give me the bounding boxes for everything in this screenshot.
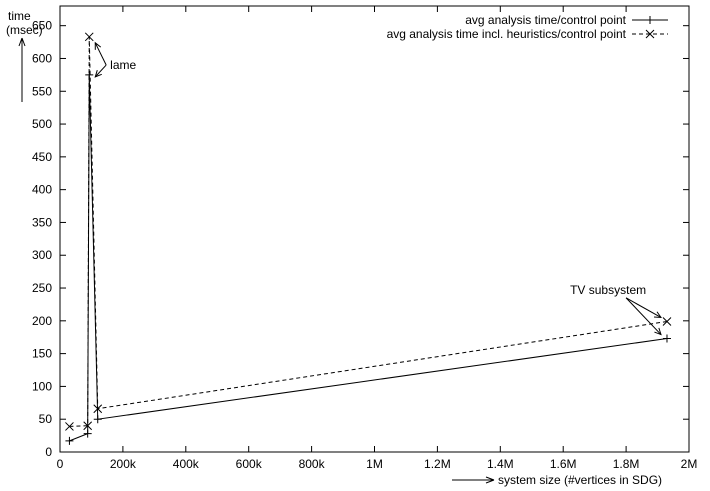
y-tick-label: 250 <box>32 281 52 295</box>
data-point <box>83 421 93 431</box>
legend-marker-1 <box>646 16 654 24</box>
y-tick-label: 400 <box>32 183 52 197</box>
y-tick-label: 100 <box>32 379 52 393</box>
annotations: lame TV subsystem <box>94 41 662 336</box>
series-line-1 <box>69 74 668 442</box>
y-tick-label: 300 <box>32 248 52 262</box>
annotation-arrow-head <box>94 41 102 50</box>
y-tick-label: 600 <box>32 51 52 65</box>
plot-border <box>59 5 690 453</box>
y-axis-label-line2: (msec) <box>6 23 43 37</box>
data-point <box>662 334 671 343</box>
data-point <box>93 415 102 424</box>
data-point <box>83 429 92 438</box>
x-axis-label: system size (#vertices in SDG) <box>498 473 662 487</box>
legend-label-2: avg analysis time incl. heuristics/contr… <box>387 27 627 41</box>
y-axis-ticks: 0 50 100 150 200 250 300 350 400 450 500 550 600 650 <box>32 19 689 459</box>
annotation-label: lame <box>110 58 136 72</box>
data-point <box>65 436 74 445</box>
annotation-arrow <box>625 297 662 318</box>
x-tick-label: 1.8M <box>613 457 640 471</box>
x-axis-ticks: 0 200k 400k 600k 800k 1M 1.2M 1.4M 1.6M 1.8M 2M <box>57 6 698 471</box>
series-line-2 <box>69 36 668 427</box>
x-axis-label-arrowhead <box>485 476 495 484</box>
data-point <box>65 422 74 431</box>
y-axis-label-arrowhead <box>18 37 26 47</box>
series-2 <box>65 32 672 431</box>
data-point <box>662 317 672 326</box>
annotation-arrow-head <box>653 311 662 319</box>
annotation-arrow-head <box>94 70 102 78</box>
y-tick-label: 500 <box>32 117 52 131</box>
y-tick-label: 550 <box>32 84 52 98</box>
x-tick-label: 0 <box>57 457 64 471</box>
x-tick-label: 400k <box>173 457 200 471</box>
annotation-arrow-head <box>654 327 662 336</box>
y-axis-label-line1: time <box>8 9 31 23</box>
x-tick-label: 2M <box>681 457 698 471</box>
y-tick-label: 150 <box>32 347 52 361</box>
annotation-arrow <box>94 64 107 78</box>
legend-marker-2 <box>645 29 655 39</box>
x-tick-label: 600k <box>236 457 263 471</box>
y-tick-label: 350 <box>32 215 52 229</box>
x-tick-label: 800k <box>299 457 326 471</box>
x-tick-label: 1.4M <box>487 457 514 471</box>
y-tick-label: 50 <box>39 412 53 426</box>
x-tick-label: 1.2M <box>424 457 451 471</box>
annotation-label: TV subsystem <box>570 283 646 297</box>
plot-frame <box>59 5 690 453</box>
legend-label-1: avg analysis time/control point <box>465 13 626 27</box>
y-tick-label: 200 <box>32 314 52 328</box>
series-1 <box>65 70 671 445</box>
x-tick-label: 1M <box>366 457 383 471</box>
data-point <box>84 32 94 42</box>
x-tick-label: 1.6M <box>550 457 577 471</box>
data-point <box>93 404 103 414</box>
series-layer <box>65 32 672 445</box>
y-tick-label: 450 <box>32 150 52 164</box>
annotation-arrow <box>94 42 107 66</box>
annotation-arrow <box>625 297 662 335</box>
y-tick-label: 650 <box>32 19 52 33</box>
y-tick-label: 0 <box>45 445 52 459</box>
x-tick-label: 200k <box>110 457 137 471</box>
